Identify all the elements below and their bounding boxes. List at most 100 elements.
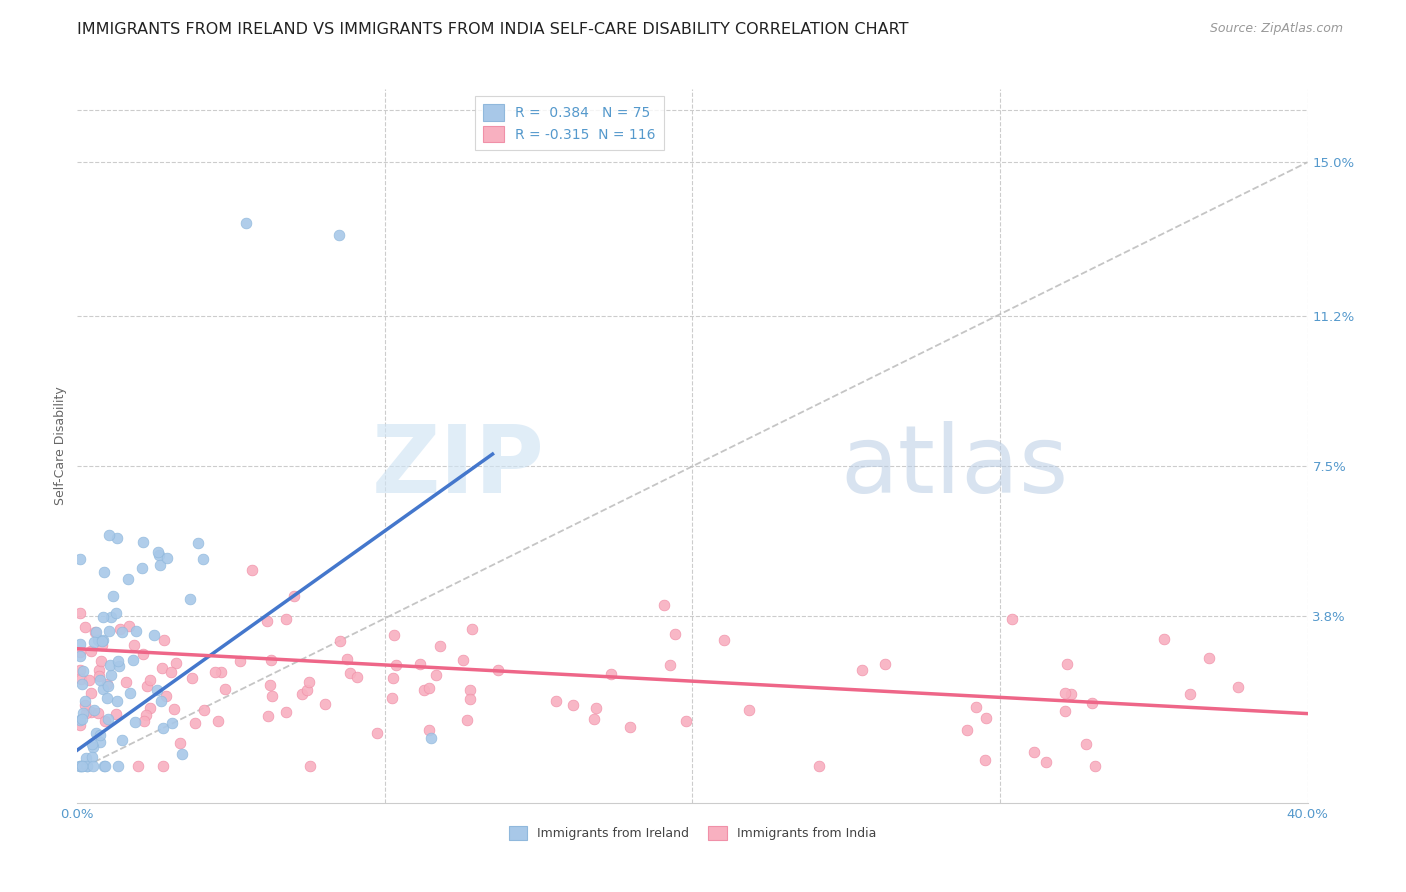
Point [328,228,350,243]
Point [974,711,997,725]
Point [152,759,174,773]
Point [461,622,484,636]
Point [346,670,368,684]
Point [108,659,131,673]
Point [111,732,134,747]
Point [458,682,481,697]
Point [1054,705,1077,719]
Point [97,712,120,726]
Point [118,619,141,633]
Point [873,657,896,671]
Point [70,759,93,773]
Point [418,723,440,737]
Point [181,671,204,685]
Point [76,759,98,773]
Point [260,653,283,667]
Point [93,565,115,579]
Point [183,716,205,731]
Point [420,731,443,745]
Point [72,665,94,679]
Point [69,759,91,773]
Point [214,681,236,696]
Point [713,633,735,648]
Point [150,661,173,675]
Point [124,714,146,729]
Point [96,691,118,706]
Point [91,638,114,652]
Point [425,667,447,681]
Point [664,627,686,641]
Point [381,691,404,706]
Point [76,759,98,773]
Point [1198,650,1220,665]
Point [658,658,681,673]
Point [152,721,174,735]
Point [89,669,111,683]
Point [283,589,305,603]
Point [675,714,697,728]
Point [298,674,321,689]
Point [69,713,91,727]
Point [486,663,509,677]
Point [1227,681,1250,695]
Point [105,532,128,546]
Point [70,712,93,726]
Point [83,635,105,649]
Point [974,753,997,767]
Point [83,703,105,717]
Point [90,654,112,668]
Point [562,698,585,713]
Point [146,683,169,698]
Point [336,652,359,666]
Y-axis label: Self-Care Disability: Self-Care Disability [53,386,67,506]
Point [89,673,111,687]
Point [69,664,91,678]
Point [69,672,91,686]
Point [1001,612,1024,626]
Point [276,611,298,625]
Point [84,624,107,639]
Point [82,737,104,751]
Point [117,572,139,586]
Point [384,658,406,673]
Point [98,657,121,672]
Point [274,705,297,719]
Point [103,589,125,603]
Point [170,747,193,761]
Point [235,216,257,230]
Point [583,712,606,726]
Point [429,640,451,654]
Point [69,552,91,566]
Point [599,666,621,681]
Point [93,632,115,647]
Point [72,706,94,720]
Point [107,759,129,773]
Point [82,759,104,773]
Point [1084,759,1107,773]
Point [75,751,97,765]
Point [148,558,170,572]
Point [585,701,607,715]
Point [1153,632,1175,646]
Point [94,759,117,773]
Point [79,643,101,657]
Point [111,625,134,640]
Point [366,725,388,739]
Point [127,759,149,773]
Point [72,759,94,773]
Point [69,648,91,663]
Point [807,759,830,773]
Point [1081,696,1104,710]
Point [142,628,165,642]
Point [70,677,93,691]
Point [1035,756,1057,770]
Point [75,706,97,721]
Point [121,653,143,667]
Legend: Immigrants from Ireland, Immigrants from India: Immigrants from Ireland, Immigrants from… [502,820,883,847]
Point [1056,657,1078,671]
Point [84,726,107,740]
Point [132,714,155,728]
Point [86,706,108,720]
Point [262,690,284,704]
Point [299,759,322,773]
